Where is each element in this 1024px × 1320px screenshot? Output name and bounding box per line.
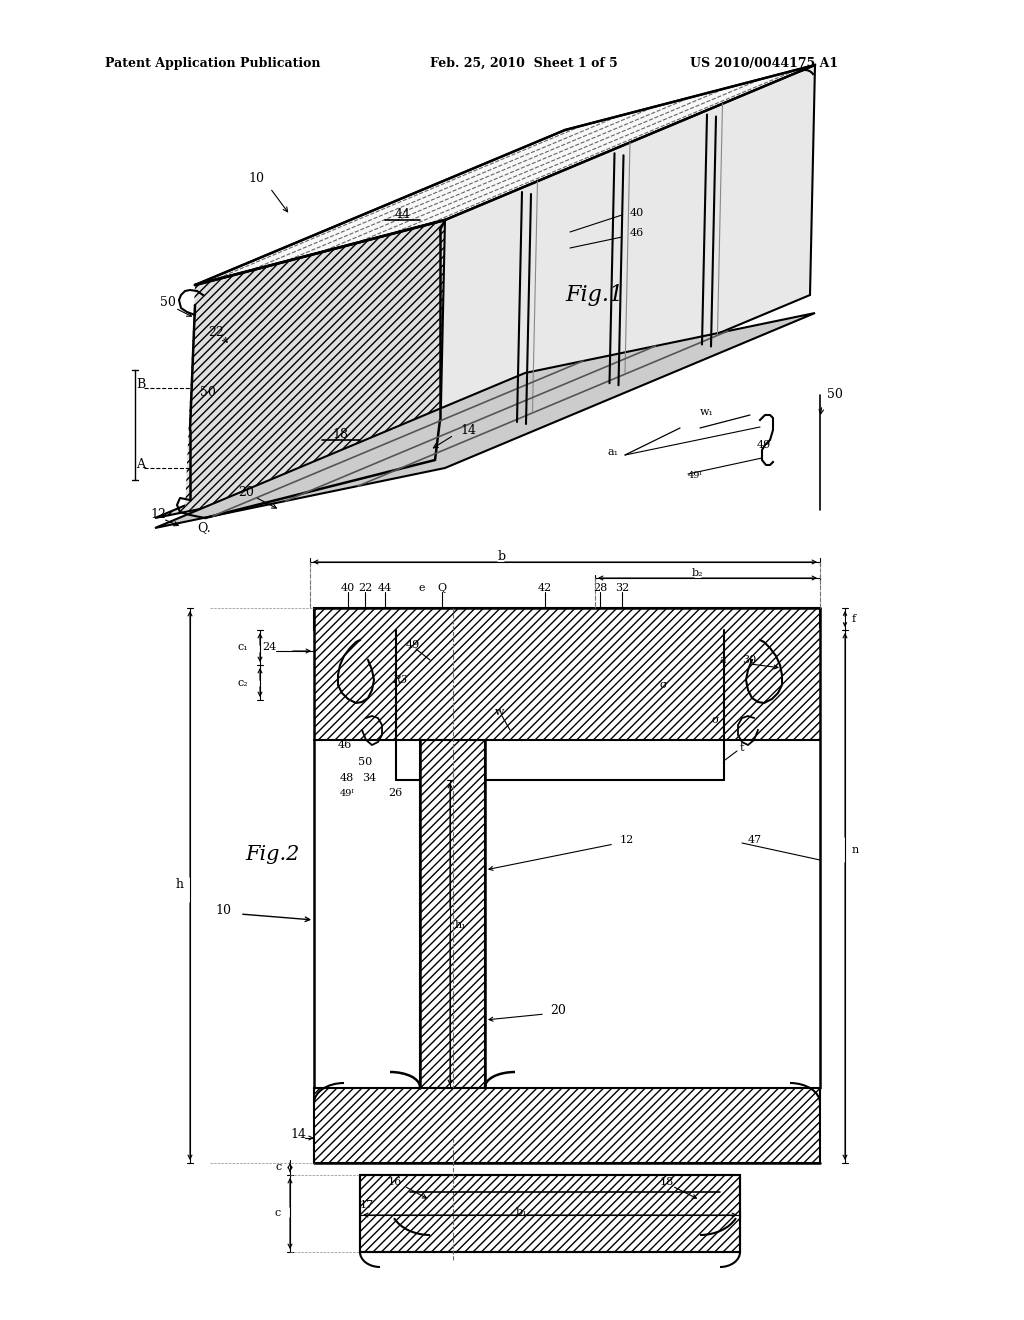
Text: Q: Q — [437, 583, 446, 593]
Text: 22: 22 — [208, 326, 224, 339]
Text: w: w — [495, 708, 505, 717]
Text: 30: 30 — [742, 655, 757, 665]
Text: 17: 17 — [360, 1200, 374, 1210]
Text: 49ᴵ: 49ᴵ — [688, 470, 702, 479]
Text: b: b — [498, 549, 506, 562]
Text: 49: 49 — [406, 640, 420, 649]
Text: σ: σ — [712, 715, 720, 725]
Text: 49ᴵ: 49ᴵ — [340, 788, 354, 797]
Text: a₁: a₁ — [608, 447, 618, 457]
Text: 26: 26 — [388, 788, 402, 799]
Text: 18: 18 — [332, 429, 348, 441]
Text: 47: 47 — [748, 836, 762, 845]
Text: 40: 40 — [630, 209, 644, 218]
Text: Fig.2: Fig.2 — [245, 846, 299, 865]
Polygon shape — [360, 609, 760, 640]
Polygon shape — [314, 609, 820, 630]
Text: Patent Application Publication: Patent Application Publication — [105, 57, 321, 70]
Polygon shape — [760, 628, 820, 741]
Polygon shape — [314, 628, 360, 741]
Text: a: a — [720, 655, 727, 665]
Polygon shape — [155, 413, 556, 517]
Text: 48: 48 — [340, 774, 354, 783]
Text: 12: 12 — [150, 508, 166, 521]
Text: σ: σ — [660, 680, 668, 690]
Text: 24: 24 — [262, 642, 276, 652]
Text: 20: 20 — [550, 1003, 566, 1016]
Text: 14: 14 — [290, 1129, 306, 1142]
Text: 22: 22 — [357, 583, 372, 593]
Text: c₂: c₂ — [238, 678, 248, 688]
Polygon shape — [440, 65, 815, 450]
Text: 10: 10 — [248, 172, 264, 185]
Text: 28: 28 — [593, 583, 607, 593]
Text: Fig.1: Fig.1 — [565, 284, 624, 306]
Text: f: f — [852, 614, 856, 624]
Text: 14: 14 — [460, 424, 476, 437]
Text: 46: 46 — [630, 228, 644, 238]
Text: 32: 32 — [614, 583, 629, 593]
Text: 50: 50 — [200, 387, 216, 400]
Text: A: A — [136, 458, 145, 471]
Text: 44: 44 — [378, 583, 392, 593]
Text: c: c — [276, 1162, 283, 1172]
Text: 46: 46 — [338, 741, 352, 750]
Text: 16: 16 — [388, 1177, 402, 1187]
Polygon shape — [185, 220, 445, 510]
Text: 49: 49 — [757, 440, 771, 450]
Text: 40: 40 — [341, 583, 355, 593]
Text: n: n — [852, 845, 859, 855]
Text: a: a — [330, 616, 337, 627]
Text: c₁: c₁ — [238, 642, 248, 652]
Text: b₂: b₂ — [691, 568, 702, 578]
Text: Feb. 25, 2010  Sheet 1 of 5: Feb. 25, 2010 Sheet 1 of 5 — [430, 57, 617, 70]
Text: 10: 10 — [215, 903, 231, 916]
Text: 50: 50 — [160, 296, 176, 309]
Text: Q.: Q. — [197, 521, 211, 535]
Polygon shape — [155, 313, 815, 528]
Text: 20: 20 — [238, 487, 254, 499]
Text: US 2010/0044175 A1: US 2010/0044175 A1 — [690, 57, 838, 70]
Text: h₁: h₁ — [455, 920, 467, 931]
Text: 50: 50 — [827, 388, 843, 401]
Text: 44: 44 — [395, 209, 411, 222]
Text: 34: 34 — [362, 774, 376, 783]
Text: 50: 50 — [358, 756, 373, 767]
Text: R3: R3 — [392, 675, 408, 685]
Polygon shape — [360, 1175, 740, 1251]
Text: e: e — [419, 583, 425, 593]
Text: 12: 12 — [620, 836, 634, 845]
Text: B: B — [136, 379, 145, 392]
Text: h: h — [176, 879, 184, 891]
Text: 18: 18 — [660, 1177, 674, 1187]
Polygon shape — [360, 640, 760, 770]
Text: t: t — [740, 743, 744, 752]
Text: 42: 42 — [538, 583, 552, 593]
Text: w₁: w₁ — [700, 407, 714, 417]
Text: b₁: b₁ — [515, 1206, 526, 1217]
Polygon shape — [314, 1088, 820, 1163]
Polygon shape — [195, 65, 815, 285]
Text: c: c — [274, 1208, 282, 1218]
Polygon shape — [420, 741, 485, 1088]
